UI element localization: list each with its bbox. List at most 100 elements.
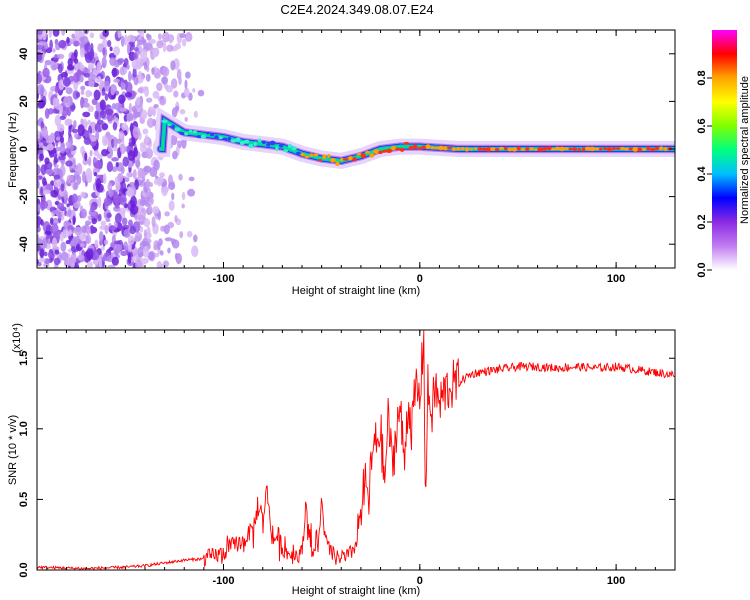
spectrogram-noise-cell	[53, 153, 58, 162]
spectrogram-noise-cell	[40, 164, 47, 176]
spectrogram-noise-cell	[107, 264, 116, 268]
spectrogram-noise-cell	[37, 233, 40, 246]
spectrogram-noise-cell	[126, 64, 130, 70]
spectrogram-noise-cell	[83, 137, 92, 145]
spectrogram-noise-cell	[52, 97, 59, 107]
spectrogram-noise-cell	[80, 191, 86, 198]
spectrogram-noise-cell	[37, 203, 41, 212]
spectrogram-noise-cell	[179, 231, 184, 239]
spectrogram-noise-cell	[184, 79, 188, 90]
spectrogram-noise-cell	[76, 163, 83, 175]
spectrogram-noise-cell	[54, 164, 59, 169]
spectrogram-noise-cell	[106, 161, 113, 173]
spectrogram-ridge-blob	[287, 143, 292, 149]
spectrogram-ridge-blob	[327, 153, 331, 158]
spectrogram-noise-cell	[37, 176, 40, 184]
spectrogram-ridge-blob	[516, 146, 521, 151]
spectrogram-noise-cell	[133, 147, 138, 158]
snr-x-ticks: -100 0 100	[46, 330, 676, 587]
spectrogram-noise-cell	[87, 119, 91, 125]
spectrogram-noise-cell	[89, 32, 95, 39]
spectrogram-noise-cell	[58, 39, 67, 49]
spectrogram-ridge-blob	[373, 149, 380, 154]
snr-x-tick-label: 100	[607, 575, 625, 587]
spectrogram-noise-cell	[79, 47, 85, 58]
spectrogram-ridge-blob	[283, 149, 288, 153]
spectrogram-noise-cell	[54, 114, 62, 127]
spectrogram-ridge-blob	[603, 147, 608, 151]
spectrogram-noise-cell	[77, 195, 82, 202]
spectrogram-noise-cell	[103, 138, 109, 145]
spectrogram-ridge-blob	[253, 141, 257, 147]
spectrogram-noise-cell	[46, 143, 54, 151]
spectrogram-noise-cell	[145, 97, 153, 103]
spectrogram-noise-cell	[132, 126, 141, 139]
spectrogram-ridge-blob	[498, 146, 504, 150]
spectrogram-noise-cell	[113, 46, 121, 56]
spectrogram-ridge-blob	[490, 147, 496, 151]
spectrogram-ridge-blob	[581, 147, 586, 152]
spectrogram-noise-cell	[77, 254, 84, 260]
spectrogram-noise-cell	[123, 67, 128, 74]
spectrogram-noise-cell	[79, 74, 84, 83]
spectrogram-noise-cell	[66, 106, 72, 117]
spectrogram-ridge-blob	[659, 146, 664, 151]
spectrogram-noise-cell	[126, 171, 134, 178]
spectrogram-y-tick-label: -40	[18, 236, 30, 252]
spectrogram-noise-cell	[102, 30, 109, 37]
spectrogram-ridge-blob	[485, 147, 492, 152]
spectrogram-noise-cell	[65, 160, 73, 167]
spectrogram-noise-cell	[103, 197, 112, 207]
spectrogram-ridge-blob	[412, 144, 418, 150]
spectrogram-ridge-blob	[161, 119, 168, 124]
spectrogram-noise-cell	[129, 225, 137, 235]
spectrogram-noise-cell	[134, 206, 139, 211]
spectrogram-noise-cell	[120, 207, 127, 214]
spectrogram-noise-cell	[101, 123, 109, 131]
spectrogram-noise-cell	[156, 40, 164, 49]
spectrogram-noise-cell	[173, 90, 179, 98]
spectrogram-noise-cell	[37, 51, 43, 62]
spectrogram-noise-cell	[186, 230, 193, 238]
spectrogram-ridge-blob	[537, 147, 544, 152]
spectrogram-ridge-blob	[313, 153, 319, 157]
spectrogram-noise-cell	[49, 39, 53, 51]
spectrogram-ridge-blob	[171, 124, 176, 129]
spectrogram-ridge-blob	[391, 145, 396, 151]
spectrogram-noise-cell	[134, 65, 142, 70]
spectrogram-noise-cell	[113, 136, 118, 149]
spectrogram-noise-cell	[139, 169, 147, 179]
spectrogram-noise-cell	[120, 250, 128, 257]
spectrogram-noise-cell	[143, 60, 148, 71]
spectrogram-noise-cell	[142, 245, 150, 258]
spectrogram-noise-cell	[56, 53, 65, 60]
spectrogram-noise-cell	[162, 42, 167, 53]
spectrogram-noise-cell	[157, 176, 162, 187]
spectrogram-ridge-blob	[200, 134, 207, 139]
spectrogram-noise-cell	[41, 146, 48, 151]
spectrogram-noise-cell	[143, 229, 148, 239]
spectrogram-ridge-blob	[650, 147, 656, 152]
spectrogram-noise-cell	[138, 30, 145, 38]
colorbar-tick-label: 0.8	[696, 70, 708, 85]
spectrogram-ridge-blob	[296, 151, 301, 155]
colorbar-ticks: 0.0 0.2 0.4 0.6 0.8	[696, 70, 712, 278]
spectrogram-noise-cell	[87, 105, 94, 113]
spectrogram-ridge-blob	[227, 136, 232, 141]
spectrogram-ridge-blob	[437, 145, 445, 151]
spectrogram-noise-cell	[181, 191, 186, 201]
spectrogram-panel: -100 0 100 -40 -20 0 20 40 Height of straight …	[7, 29, 676, 297]
spectrogram-noise-cell	[80, 85, 86, 91]
spectrogram-noise-cell	[60, 241, 67, 252]
spectrogram-noise-cell	[85, 248, 94, 261]
spectrogram-noise-cell	[37, 130, 41, 140]
spectrogram-ridge-blob	[637, 147, 642, 152]
spectrogram-noise-cell	[151, 216, 156, 228]
spectrogram-noise-cell	[156, 242, 161, 251]
spectrogram-noise-cell	[47, 251, 52, 258]
spectrogram-ridge-blob	[239, 140, 245, 146]
spectrogram-noise-cell	[65, 239, 71, 245]
spectrogram-noise-cell	[52, 209, 61, 215]
spectrogram-ridge-blob	[235, 137, 241, 142]
spectrogram-ridge-blob	[534, 148, 538, 151]
